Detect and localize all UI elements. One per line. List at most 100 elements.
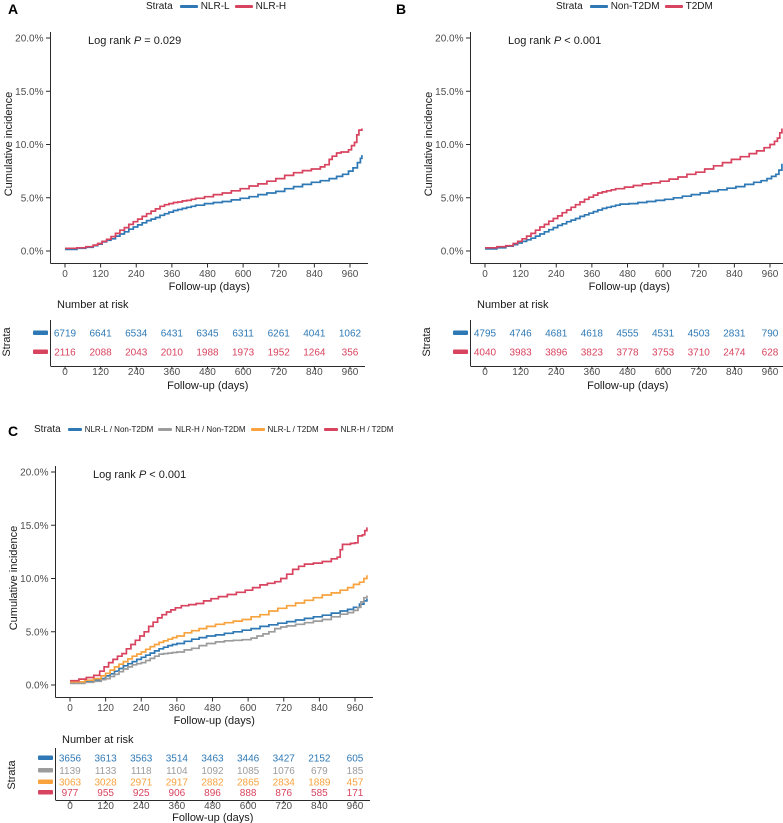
risk-count: 1085 xyxy=(237,766,260,777)
risk-count: 6719 xyxy=(54,329,77,340)
x-tick-label: 960 xyxy=(762,269,779,280)
risk-count: 2474 xyxy=(723,348,746,359)
km-curve-NLR-L / Non-T2DM xyxy=(70,598,368,684)
x-tick-label: 840 xyxy=(306,269,323,280)
risk-x-axis-title: Follow-up (days) xyxy=(167,380,248,392)
legend-key-NLR-L: NLR-L xyxy=(179,1,230,12)
risk-count: 679 xyxy=(311,766,328,777)
legend-label: NLR-H / T2DM xyxy=(340,425,394,434)
risk-count: 6534 xyxy=(125,329,148,340)
risk-x-tick-label: 840 xyxy=(311,801,328,812)
risk-row-swatch-NLR-H / Non-T2DM xyxy=(38,768,53,773)
risk-x-tick-label: 0 xyxy=(62,367,68,378)
km-curve-Non-T2DM xyxy=(485,163,783,250)
risk-count: 1973 xyxy=(232,348,255,359)
y-tick-label: 0.0% xyxy=(26,681,49,692)
x-tick-label: 840 xyxy=(311,703,328,714)
x-tick-label: 600 xyxy=(235,269,252,280)
km-plot-A: 0.0% 5.0% 10.0% 15.0% 20.0% 0 120 240 360 480 600 7… xyxy=(3,32,368,293)
risk-x-tick-label: 720 xyxy=(690,367,707,378)
risk-count: 4041 xyxy=(303,329,326,340)
risk-count: 3446 xyxy=(237,754,260,765)
legend-line-swatch xyxy=(67,428,82,431)
risk-table-A: Number at risk Strata 0 120 240 360 480 600 720 8… xyxy=(1,299,365,392)
y-tick-label: 5.0% xyxy=(21,193,44,204)
x-tick-label: 360 xyxy=(584,269,601,280)
x-tick-label: 480 xyxy=(199,269,216,280)
risk-count: 356 xyxy=(342,348,359,359)
risk-count: 1133 xyxy=(95,766,117,777)
risk-count: 2010 xyxy=(161,348,184,359)
risk-table-title: Number at risk xyxy=(477,299,549,311)
x-tick-label: 600 xyxy=(655,269,672,280)
x-tick-label: 240 xyxy=(133,703,150,714)
legend-key-NLR-L / Non-T2DM: NLR-L / Non-T2DM xyxy=(67,425,153,434)
y-tick-label: 10.0% xyxy=(15,140,43,151)
y-tick-label: 15.0% xyxy=(435,87,463,98)
risk-count: 3563 xyxy=(130,754,153,765)
risk-row-swatch-Non-T2DM xyxy=(453,330,468,335)
x-tick-label: 0 xyxy=(62,269,68,280)
risk-x-tick-label: 600 xyxy=(655,367,672,378)
x-tick-label: 240 xyxy=(128,269,145,280)
risk-count: 3710 xyxy=(688,348,711,359)
risk-row-swatch-NLR-H / T2DM xyxy=(38,790,53,795)
risk-x-tick-label: 480 xyxy=(199,367,216,378)
x-tick-label: 480 xyxy=(619,269,636,280)
risk-count: 4681 xyxy=(545,329,568,340)
risk-x-tick-label: 720 xyxy=(270,367,287,378)
risk-count: 3028 xyxy=(95,778,118,789)
legend-key-Non-T2DM: Non-T2DM xyxy=(589,1,660,12)
risk-x-tick-label: 960 xyxy=(347,801,364,812)
risk-x-tick-label: 0 xyxy=(482,367,488,378)
risk-count: 6311 xyxy=(232,329,254,340)
risk-count: 2917 xyxy=(166,778,189,789)
legend-title: Strata xyxy=(556,1,583,12)
y-tick-label: 20.0% xyxy=(15,34,43,45)
y-tick-label: 5.0% xyxy=(26,627,49,638)
risk-x-tick-label: 360 xyxy=(164,367,181,378)
risk-count: 171 xyxy=(347,788,364,799)
risk-x-tick-label: 120 xyxy=(512,367,529,378)
x-axis-title: Follow-up (days) xyxy=(174,715,255,727)
risk-x-tick-label: 960 xyxy=(342,367,359,378)
legend-label: NLR-L xyxy=(200,1,230,12)
legend-label: NLR-H xyxy=(255,1,287,12)
panel-c-letter: C xyxy=(8,423,19,439)
risk-count: 4040 xyxy=(474,348,497,359)
panel-a-letter: A xyxy=(8,1,19,17)
risk-count: 896 xyxy=(204,788,221,799)
legend-line-swatch xyxy=(323,428,338,431)
legend-line-swatch xyxy=(589,5,608,8)
x-tick-label: 0 xyxy=(482,269,488,280)
risk-count: 6345 xyxy=(196,329,219,340)
y-tick-label: 10.0% xyxy=(20,574,48,585)
km-curve-NLR-H / T2DM xyxy=(70,527,368,682)
risk-count: 4503 xyxy=(688,329,711,340)
legend-line-swatch xyxy=(250,428,265,431)
risk-count: 876 xyxy=(275,788,292,799)
risk-row-swatch-T2DM xyxy=(453,349,468,354)
risk-count: 6641 xyxy=(90,329,113,340)
risk-count: 1092 xyxy=(201,766,224,777)
risk-count: 3778 xyxy=(616,348,639,359)
legend-key-T2DM: T2DM xyxy=(664,1,713,12)
risk-row-swatch-NLR-L / Non-T2DM xyxy=(38,755,53,760)
risk-count: 1104 xyxy=(166,766,188,777)
risk-count: 1139 xyxy=(59,766,81,777)
risk-count: 2152 xyxy=(308,754,331,765)
x-tick-label: 120 xyxy=(92,269,109,280)
risk-count: 6261 xyxy=(268,329,291,340)
risk-x-tick-label: 360 xyxy=(584,367,601,378)
legend-B: Strata Non-T2DM T2DM xyxy=(556,1,718,12)
risk-count: 2088 xyxy=(90,348,113,359)
risk-count: 1118 xyxy=(131,766,152,777)
legend-title: Strata xyxy=(146,1,173,12)
risk-x-tick-label: 480 xyxy=(619,367,636,378)
strata-axis-label: Strata xyxy=(6,759,18,789)
y-tick-label: 15.0% xyxy=(20,521,48,532)
risk-count: 4555 xyxy=(616,329,639,340)
km-curve-T2DM xyxy=(485,128,783,249)
risk-x-tick-label: 240 xyxy=(548,367,565,378)
